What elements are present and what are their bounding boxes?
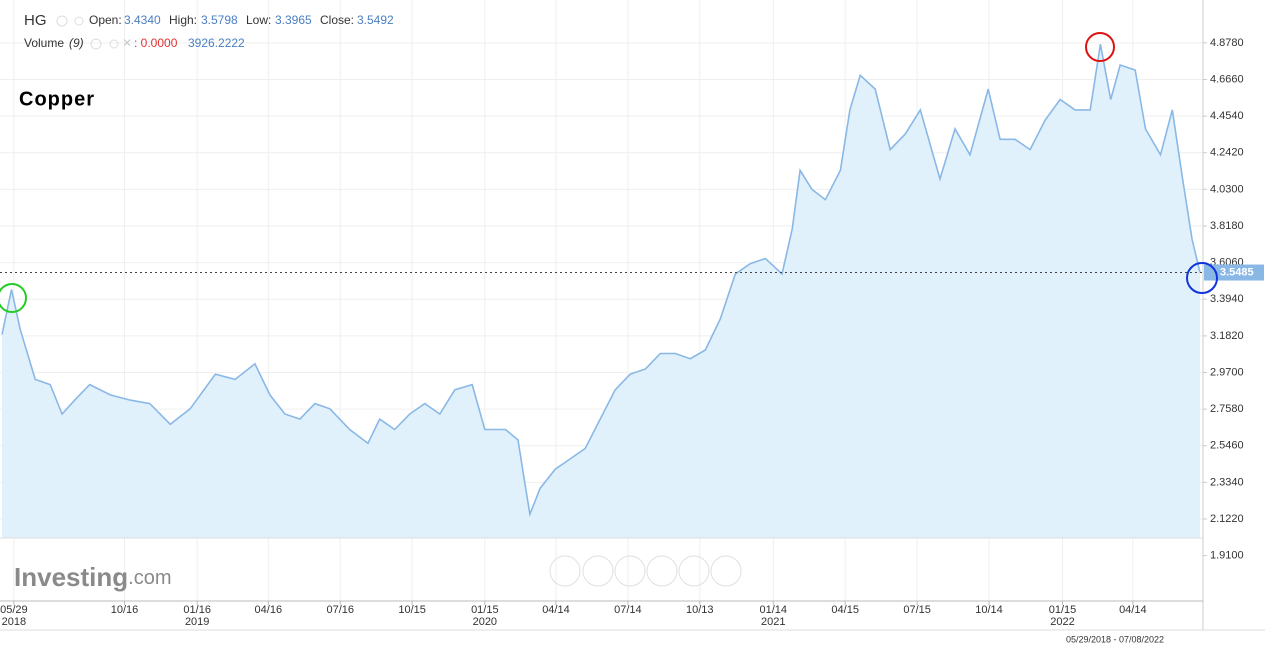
x-tick-year: 2021 [761, 616, 785, 628]
y-tick-label: 2.3340 [1210, 476, 1244, 488]
x-tick-label: 10/13 [686, 604, 714, 616]
annotation-circle [0, 283, 27, 313]
x-tick-year: 2022 [1050, 616, 1074, 628]
close-label: Close: [320, 13, 354, 27]
x-tick-year: 2020 [473, 616, 497, 628]
date-range: 05/29/2018 - 07/08/2022 [1066, 634, 1164, 644]
logo-suffix: .com [128, 567, 171, 589]
close-value: 3.5492 [357, 13, 394, 27]
logo-main: Investing [14, 562, 128, 592]
y-tick-label: 2.1220 [1210, 513, 1244, 525]
annotation-circle [1186, 262, 1218, 294]
icon [56, 15, 68, 27]
nav-button[interactable] [582, 555, 614, 587]
nav-button[interactable] [710, 555, 742, 587]
x-tick-label: 01/14 [760, 604, 788, 616]
y-tick-label: 4.0300 [1210, 183, 1244, 195]
open-value: 3.4340 [124, 13, 161, 27]
x-tick-year: 2018 [2, 616, 26, 628]
y-tick-label: 3.8180 [1210, 220, 1244, 232]
area [2, 44, 1200, 538]
y-tick-label: 1.9100 [1210, 550, 1244, 562]
symbol: HG [24, 12, 47, 29]
x-tick-label: 04/14 [1119, 604, 1147, 616]
x-tick-label: 10/16 [111, 604, 139, 616]
nav-buttons [549, 555, 742, 587]
volume-value: : 0.0000 [134, 36, 178, 50]
x-tick-label: 04/15 [831, 604, 859, 616]
y-tick-label: 4.4540 [1210, 110, 1244, 122]
x-tick-label: 04/14 [542, 604, 570, 616]
annotation-circle [1085, 32, 1115, 62]
last-price-label: 3.5485 [1220, 266, 1254, 278]
high-label: High: [169, 13, 197, 27]
icon: ✕ [122, 36, 132, 50]
y-tick-label: 2.7580 [1210, 403, 1244, 415]
high-value: 3.5798 [201, 13, 238, 27]
last-price-box [1204, 264, 1264, 281]
nav-button[interactable] [646, 555, 678, 587]
icon [109, 39, 119, 49]
plot [1, 44, 1201, 538]
x-tick-label: 01/15 [471, 604, 499, 616]
x-tick-label: 10/15 [398, 604, 426, 616]
low-value: 3.3965 [275, 13, 312, 27]
y-tick-label: 3.1820 [1210, 330, 1244, 342]
x-tick-label: 07/14 [614, 604, 642, 616]
open-label: Open: [89, 13, 122, 27]
chart-title: Copper [19, 88, 95, 110]
x-tick-year: 2019 [185, 616, 209, 628]
low-label: Low: [246, 13, 271, 27]
y-tick-label: 3.3940 [1210, 293, 1244, 305]
volume-label: Volume [24, 36, 64, 50]
y-tick-label: 4.8780 [1210, 37, 1244, 49]
y-tick-label: 4.6660 [1210, 73, 1244, 85]
x-tick-label: 04/16 [255, 604, 283, 616]
nav-button[interactable] [549, 555, 581, 587]
x-tick-label: 07/16 [326, 604, 354, 616]
x-tick-label: 01/15 [1049, 604, 1077, 616]
x-tick-label: 05/29 [0, 604, 28, 616]
y-tick-label: 2.9700 [1210, 366, 1244, 378]
volume-period: (9) [69, 36, 84, 50]
volume-average: 3926.2222 [188, 36, 245, 50]
nav-button[interactable] [614, 555, 646, 587]
y-tick-label: 2.5460 [1210, 440, 1244, 452]
y-tick-label: 4.2420 [1210, 147, 1244, 159]
nav-button[interactable] [678, 555, 710, 587]
x-tick-label: 01/16 [183, 604, 211, 616]
x-tick-label: 07/15 [903, 604, 931, 616]
logo: Investing.com [14, 562, 171, 592]
icon [90, 38, 102, 50]
line [1, 44, 1201, 518]
x-tick-label: 10/14 [975, 604, 1003, 616]
icon [74, 16, 84, 26]
